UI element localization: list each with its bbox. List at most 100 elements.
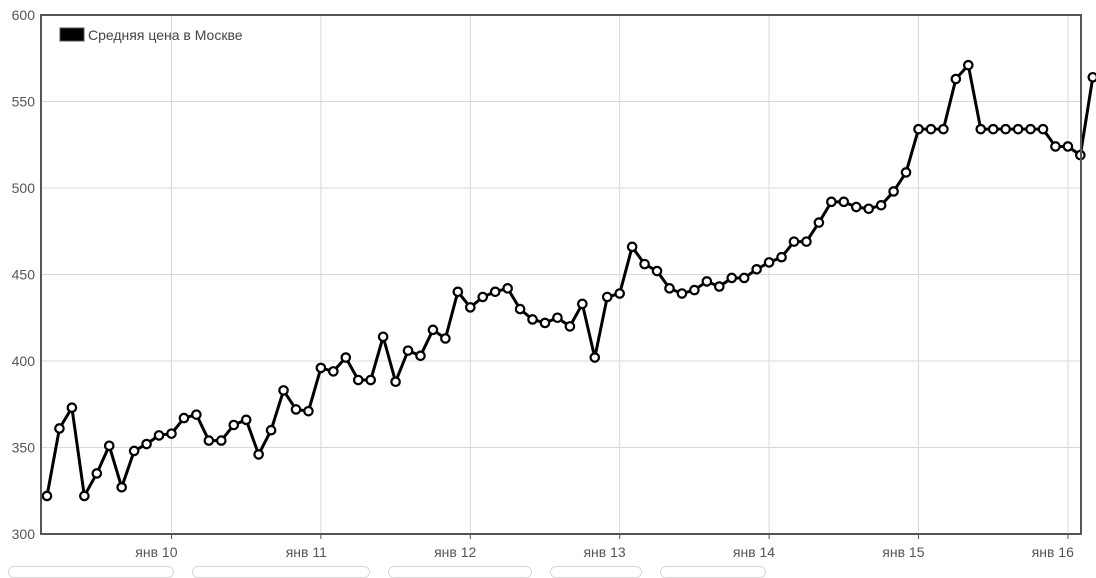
data-point[interactable] [763,257,775,268]
data-point[interactable] [365,374,376,386]
data-point[interactable] [552,312,563,324]
data-point[interactable] [713,281,725,292]
data-point[interactable] [390,376,401,388]
data-point[interactable] [888,186,899,197]
data-point[interactable] [938,123,949,135]
data-point[interactable] [601,291,613,303]
data-point[interactable] [838,196,850,208]
data-point[interactable] [689,284,700,296]
data-point[interactable] [577,298,588,310]
data-point[interactable] [402,345,414,356]
data-point[interactable] [464,302,476,313]
data-point[interactable] [1000,123,1011,135]
data-point[interactable] [1062,141,1074,152]
data-point[interactable] [589,352,601,363]
tab-stub[interactable] [192,566,370,578]
data-point[interactable] [913,123,924,135]
data-point[interactable] [502,283,513,294]
data-point[interactable] [141,438,152,450]
data-point[interactable] [701,276,713,287]
data-point[interactable] [751,264,762,275]
data-point[interactable] [153,430,165,441]
data-point[interactable] [328,366,339,377]
data-point[interactable] [228,419,240,431]
data-point[interactable] [788,236,800,247]
data-point[interactable] [166,428,177,439]
data-point[interactable] [79,490,90,502]
y-tick-label: 450 [12,267,36,283]
data-point[interactable] [950,73,962,85]
tab-stub[interactable] [388,566,532,578]
data-point[interactable] [738,272,750,284]
data-point[interactable] [564,321,576,332]
data-point[interactable] [54,423,65,434]
data-point[interactable] [415,350,426,362]
data-point[interactable] [614,288,625,299]
data-point[interactable] [975,123,987,135]
data-point[interactable] [427,324,439,336]
data-point[interactable] [626,241,638,253]
data-point[interactable] [1025,123,1036,135]
data-point[interactable] [900,167,912,178]
data-point[interactable] [813,217,825,228]
data-point[interactable] [352,374,364,386]
y-tick-label: 400 [12,353,36,369]
data-point[interactable] [801,236,812,247]
data-point[interactable] [103,440,115,452]
data-point[interactable] [850,201,862,213]
data-point[interactable] [253,449,264,460]
data-point[interactable] [875,200,887,211]
x-tick-label: янв 16 [1032,544,1074,560]
grid [41,14,1081,535]
data-point[interactable] [278,385,289,396]
data-point[interactable] [203,435,215,446]
data-point[interactable] [66,402,78,414]
data-point[interactable] [178,412,190,424]
data-point[interactable] [527,314,538,325]
x-tick-label: янв 12 [434,544,476,560]
data-point[interactable] [1012,123,1024,135]
data-point[interactable] [925,123,937,135]
data-point[interactable] [651,265,663,277]
data-point[interactable] [340,352,352,363]
data-point[interactable] [639,258,650,270]
legend-swatch [59,27,85,42]
data-point[interactable] [440,333,451,344]
y-axis-ticks: 300 350 400 450 500 550 600 [12,7,36,542]
y-tick-label: 300 [12,526,36,542]
legend: Средняя цена в Москве [59,27,243,43]
tab-stub[interactable] [8,566,174,578]
data-point[interactable] [265,424,277,436]
data-point[interactable] [539,317,551,329]
data-point[interactable] [452,286,464,298]
tab-stub[interactable] [660,566,766,578]
data-point[interactable] [863,203,874,215]
data-point[interactable] [1037,123,1049,135]
data-point[interactable] [1050,141,1061,152]
data-point[interactable] [240,414,252,426]
data-point[interactable] [377,331,389,343]
tab-stub[interactable] [550,566,642,578]
data-point[interactable] [303,405,314,417]
data-point[interactable] [216,435,227,446]
data-point[interactable] [116,481,127,493]
data-point[interactable] [664,283,675,294]
data-point[interactable] [514,303,526,315]
data-point[interactable] [1087,71,1096,83]
data-point[interactable] [726,272,738,284]
data-point[interactable] [826,196,837,208]
data-point[interactable] [315,362,327,374]
data-point[interactable] [776,251,787,263]
data-point[interactable] [91,468,103,479]
data-point[interactable] [477,291,489,303]
data-point[interactable] [676,288,688,299]
data-point[interactable] [191,409,202,420]
data-point[interactable] [41,490,53,502]
data-point[interactable] [962,59,974,71]
x-tick-label: янв 15 [882,544,924,560]
data-point[interactable] [128,445,140,457]
data-point[interactable] [987,123,999,135]
data-point[interactable] [489,286,501,298]
data-point[interactable] [290,404,302,415]
series-layer [41,59,1096,502]
